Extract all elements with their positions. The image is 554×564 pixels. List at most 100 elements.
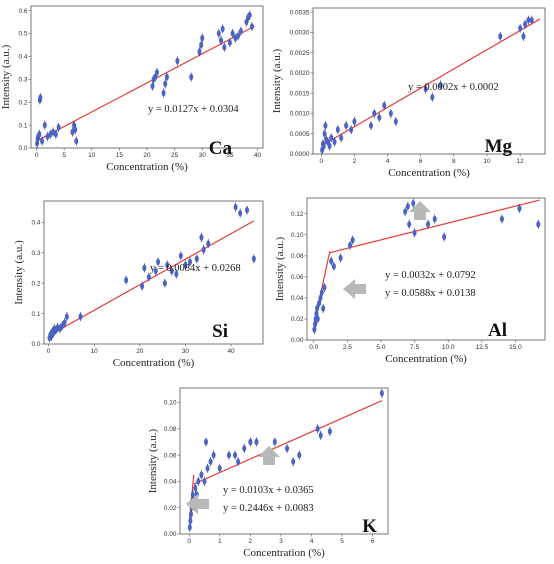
data-point (517, 205, 522, 212)
element-label-mg: Mg (485, 136, 513, 157)
arrow-4-1 (409, 201, 431, 220)
data-point (124, 276, 129, 284)
data-point (156, 258, 161, 266)
y-tick-label: 0.2 (18, 99, 27, 106)
x-tick-label: 2.5 (343, 344, 352, 351)
x-tick-label: 25 (171, 152, 179, 159)
data-point (536, 221, 541, 228)
x-tick-label: 10.0 (442, 344, 455, 351)
data-point (321, 305, 326, 312)
data-point (338, 254, 343, 262)
data-point (319, 289, 324, 296)
x-tick-label: 20 (136, 348, 144, 355)
fit-equation-si-1: y = 0.0084x + 0.0268 (150, 263, 241, 274)
data-point (220, 25, 225, 33)
x-tick-label: 1 (218, 538, 222, 545)
data-point (37, 131, 42, 138)
data-point (236, 32, 241, 39)
x-tick-label: 4 (386, 158, 390, 165)
data-point (438, 81, 443, 89)
data-point (498, 33, 503, 40)
data-point (217, 465, 222, 472)
x-tick-label: 7.5 (410, 344, 419, 351)
data-point (315, 425, 320, 432)
x-tick-label: 35 (226, 152, 234, 159)
data-point (165, 261, 170, 269)
data-point (219, 37, 224, 44)
data-point (332, 138, 337, 146)
data-point (230, 30, 235, 37)
data-point (199, 234, 204, 241)
y-tick-label: 0.0030 (290, 30, 310, 37)
y-tick-label: 0.1 (18, 122, 27, 129)
data-point (352, 118, 357, 125)
y-tick-label: 0.0 (18, 145, 27, 152)
fit-line-si-1 (48, 220, 255, 337)
data-point (164, 73, 169, 81)
data-point (297, 451, 302, 459)
fit-line-ca-1 (36, 25, 255, 142)
data-point (204, 438, 208, 446)
y-axis-title: Intensity (a.u.) (274, 236, 286, 301)
data-point (315, 315, 320, 323)
y-tick-label: 0.0035 (290, 9, 310, 16)
x-axis-title: Concentration (%) (385, 353, 467, 365)
data-point (188, 258, 192, 266)
y-tick-label: 0.0005 (290, 131, 310, 138)
x-tick-label: 0 (319, 158, 323, 165)
y-tick-label: 0.00 (291, 337, 304, 344)
y-tick-label: 0.12 (291, 211, 304, 218)
x-tick-label: 15.0 (509, 344, 522, 351)
y-tick-label: 0.4 (31, 219, 40, 226)
data-point (432, 215, 437, 223)
data-point (227, 39, 232, 46)
data-point (200, 34, 205, 42)
y-axis-title: Intensity (a.u.) (0, 44, 12, 109)
y-tick-label: 0.3 (31, 250, 40, 257)
data-point (322, 130, 327, 137)
data-point (521, 33, 526, 40)
data-point (523, 21, 528, 28)
data-point (162, 279, 167, 287)
y-tick-label: 0.00 (164, 531, 177, 538)
data-point (426, 221, 431, 228)
data-point (201, 246, 206, 253)
data-point (193, 484, 198, 492)
data-point (196, 478, 201, 485)
fit-equation-mg-1: y = 0.0002x + 0.0002 (408, 82, 499, 93)
data-point (78, 313, 83, 320)
data-point (339, 134, 344, 141)
x-tick-label: 5 (340, 538, 344, 545)
data-point (518, 25, 523, 32)
data-point (175, 57, 180, 65)
plot-frame-mg (312, 7, 546, 155)
arrow-5-2 (186, 494, 209, 514)
y-tick-label: 0.6 (18, 8, 27, 15)
y-tick-label: 0.5 (18, 31, 27, 38)
data-point (251, 255, 256, 263)
data-point (154, 69, 159, 76)
y-tick-label: 0.4 (18, 54, 27, 61)
data-point (194, 255, 199, 263)
data-point (153, 267, 158, 275)
data-point (529, 16, 534, 24)
data-point (348, 242, 353, 249)
fit-equation-k-1: y = 0.0103x + 0.0365 (223, 485, 314, 496)
data-point (499, 215, 504, 223)
data-point (526, 16, 531, 24)
x-tick-label: 40 (254, 152, 262, 159)
x-tick-label: 5.0 (376, 344, 385, 351)
data-point (423, 85, 428, 93)
element-label-ca: Ca (209, 138, 233, 159)
data-point (140, 282, 145, 290)
y-tick-label: 0.06 (291, 274, 304, 281)
data-point (197, 48, 202, 56)
arrow-4-2 (343, 279, 366, 299)
x-tick-label: 20 (143, 152, 151, 159)
data-point (142, 264, 147, 272)
x-tick-label: 2 (353, 158, 357, 165)
y-axis-title: Intensity (a.u.) (147, 428, 159, 493)
y-tick-label: 0.0020 (290, 70, 310, 77)
fit-equation-al-2: y = 0.0588x + 0.0138 (385, 288, 476, 299)
